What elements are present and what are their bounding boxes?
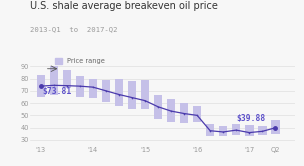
Bar xyxy=(232,124,240,135)
Text: $73.81: $73.81 xyxy=(43,86,72,95)
Bar xyxy=(180,103,188,123)
Bar xyxy=(141,80,149,109)
Bar xyxy=(76,76,84,97)
Bar xyxy=(271,120,280,134)
Text: 2013-Q1  to  2017-Q2: 2013-Q1 to 2017-Q2 xyxy=(30,27,118,33)
Bar xyxy=(219,126,227,136)
Bar xyxy=(128,81,136,109)
Bar xyxy=(154,94,162,119)
Bar xyxy=(206,124,214,136)
Bar xyxy=(102,80,110,102)
Text: $39.88: $39.88 xyxy=(236,114,265,123)
Bar xyxy=(63,70,71,88)
Bar xyxy=(36,75,45,97)
Bar xyxy=(50,66,58,94)
Bar xyxy=(258,126,267,135)
Bar xyxy=(89,79,97,98)
Text: U.S. shale average breakeven oil price: U.S. shale average breakeven oil price xyxy=(30,1,218,11)
Bar xyxy=(245,125,254,136)
Bar xyxy=(193,106,201,122)
Bar xyxy=(167,99,175,122)
Legend: Price range: Price range xyxy=(55,58,105,64)
Bar xyxy=(115,79,123,106)
